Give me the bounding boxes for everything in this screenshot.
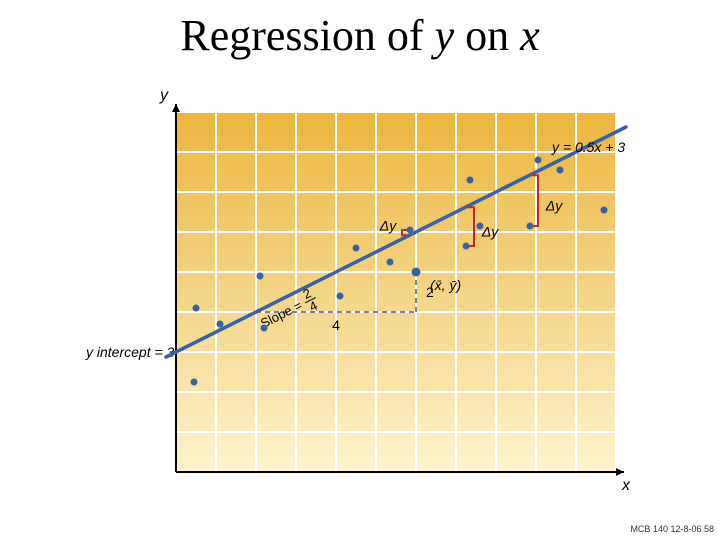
- title-prefix: Regression of: [180, 11, 434, 60]
- svg-text:x: x: [621, 477, 631, 494]
- svg-text:Δy: Δy: [379, 218, 397, 234]
- svg-text:Δy: Δy: [481, 224, 499, 240]
- svg-text:(x̄, ȳ): (x̄, ȳ): [430, 277, 461, 293]
- title-x: x: [520, 11, 540, 60]
- svg-text:Δy: Δy: [545, 198, 563, 214]
- slide-title: Regression of y on x: [0, 10, 720, 61]
- title-y: y: [435, 11, 455, 60]
- title-mid: on: [454, 11, 520, 60]
- svg-text:y intercept = 3: y intercept = 3: [85, 344, 175, 360]
- svg-text:y = 0.5x + 3: y = 0.5x + 3: [551, 139, 625, 155]
- footer-text: MCB 140 12-8-06 58: [630, 524, 714, 534]
- svg-text:4: 4: [332, 317, 340, 333]
- svg-text:y: y: [159, 87, 169, 104]
- regression-chart: yxy intercept = 324Slope =24ΔyΔyΔy(x̄, y…: [82, 78, 638, 518]
